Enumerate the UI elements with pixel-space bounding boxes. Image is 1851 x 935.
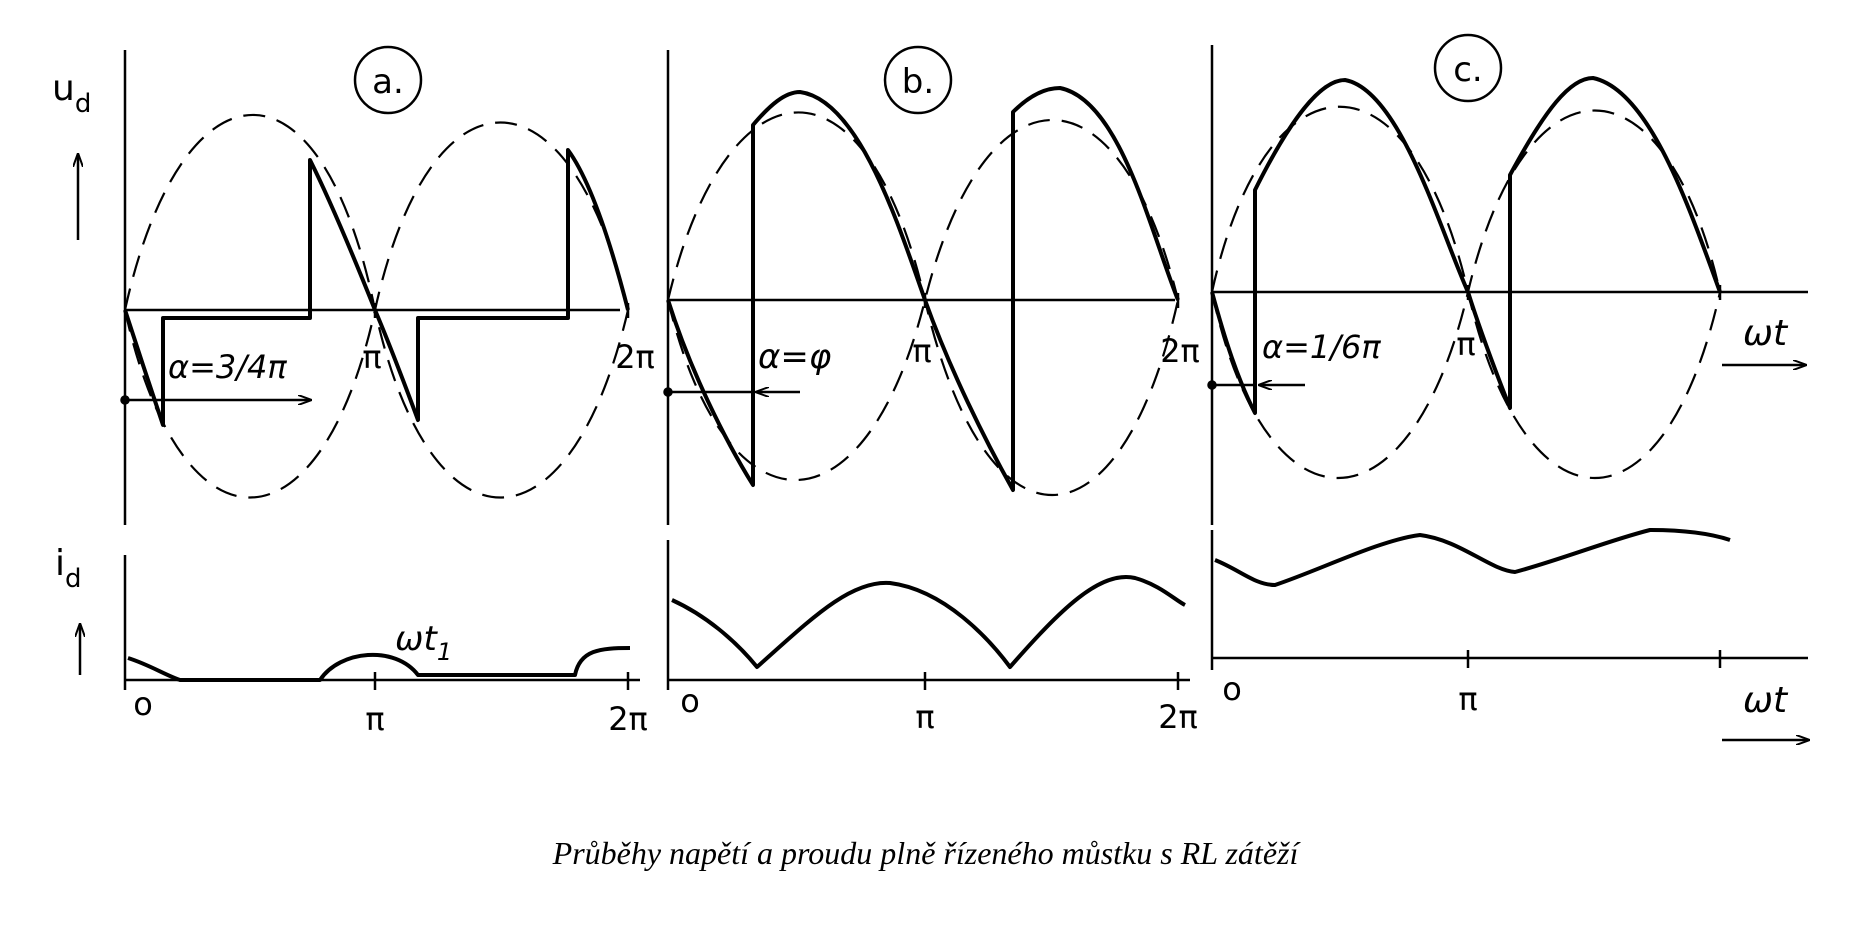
axis-labels: ud id ωt ωt ωt1 (52, 68, 1789, 721)
panel-a-voltage-trace (123, 148, 630, 427)
alpha-labels: α=3/4π α=φ α=1/6π (168, 328, 1381, 386)
panel-c-zero-label: o (1222, 670, 1242, 708)
omega-t-label-top: ωt (1743, 313, 1789, 354)
dashed-sinusoids (123, 105, 1722, 499)
panel-a-tag-circle (353, 45, 423, 115)
panel-a-pi-lower-label: π (365, 700, 384, 738)
output-current-traces (127, 528, 1731, 682)
panel-b-alpha-label: α=φ (758, 337, 832, 377)
panel-a-zero-label: o (133, 685, 153, 723)
panel-b-2pi-lower-label: 2π (1158, 698, 1198, 736)
omega-t-label-bottom: ωt (1743, 680, 1789, 721)
panel-b-dashed-negative (666, 118, 1180, 482)
panel-c-dashed-negative (1210, 109, 1722, 480)
panel-c-pi-upper-label: π (1456, 325, 1475, 363)
tick-marks (373, 285, 1722, 690)
panel-c-voltage-trace (1210, 76, 1722, 415)
figure-caption: Průběhy napětí a proudu plně řízeného mů… (552, 835, 1299, 871)
axis-arrows (78, 155, 1808, 740)
panel-c-current-trace (1214, 528, 1731, 587)
panel-a-alpha-label: α=3/4π (168, 348, 287, 386)
panel-a-2pi-upper-label: 2π (615, 338, 655, 376)
output-voltage-traces (123, 76, 1722, 492)
panel-c-tag: c. (1453, 50, 1483, 90)
alpha-arrows (120, 382, 1305, 404)
panel-a-current-trace (127, 646, 631, 682)
voltage-axis-label: ud (52, 68, 91, 119)
panel-c-alpha-label: α=1/6π (1262, 328, 1381, 366)
panel-c-tag-circle (1433, 33, 1503, 103)
panel-a-tag: a. (372, 62, 404, 102)
panel-b-dashed-positive (666, 111, 1180, 497)
panel-a-pi-upper-label: π (362, 338, 381, 376)
panel-b-current-trace (671, 574, 1186, 669)
omega-t1-label: ωt1 (395, 619, 452, 666)
tick-labels: π 2π π 2π π o π 2π o π 2π o π (133, 325, 1477, 738)
panel-b-tag: b. (902, 62, 934, 102)
panel-b-voltage-trace (666, 86, 1180, 492)
panel-b-zero-label: o (680, 682, 700, 720)
current-axis-label: id (55, 543, 82, 594)
panel-tags: a. b. c. (353, 33, 1503, 115)
panel-b-tag-circle (883, 45, 953, 115)
panel-c-pi-lower-label: π (1458, 680, 1477, 718)
panel-b-2pi-upper-label: 2π (1160, 332, 1200, 370)
panel-b-pi-upper-label: π (912, 332, 931, 370)
panel-b-pi-lower-label: π (915, 698, 934, 736)
panel-a-2pi-lower-label: 2π (608, 700, 648, 738)
